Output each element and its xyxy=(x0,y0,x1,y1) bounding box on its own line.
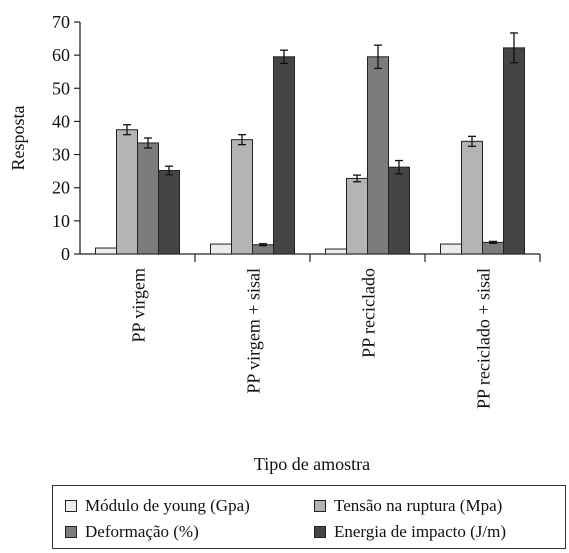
category-label: PP reciclado + sisal xyxy=(474,268,494,409)
y-tick-label: 50 xyxy=(52,78,70,98)
legend-item-deformacao: Deformação (%) xyxy=(65,522,199,542)
category-label: PP reciclado xyxy=(359,268,379,358)
legend-label-deformacao: Deformação (%) xyxy=(85,522,199,541)
legend: Módulo de young (Gpa) Tensão na ruptura … xyxy=(52,485,566,549)
legend-label-tensao: Tensão na ruptura (Mpa) xyxy=(334,496,503,515)
bar xyxy=(158,169,180,255)
y-axis-title: Resposta xyxy=(8,105,28,170)
bar xyxy=(367,56,389,255)
y-tick-label: 70 xyxy=(52,12,70,32)
bar xyxy=(346,177,368,255)
y-tick-label: 10 xyxy=(52,211,70,231)
bar xyxy=(461,140,483,255)
bar xyxy=(273,56,295,255)
bar xyxy=(231,139,253,255)
bar xyxy=(482,241,504,255)
bar xyxy=(210,243,232,255)
legend-item-energia: Energia de impacto (J/m) xyxy=(314,522,506,542)
category-label: PP virgem + sisal xyxy=(244,268,264,394)
bar-chart: Resposta Tipo de amostra 0 10 20 30 40 50 60 70… xyxy=(8,12,541,474)
bar xyxy=(388,166,410,255)
y-tick-label: 20 xyxy=(52,178,70,198)
legend-label-energia: Energia de impacto (J/m) xyxy=(334,522,506,541)
bar xyxy=(503,47,525,255)
legend-label-modulo: Módulo de young (Gpa) xyxy=(85,496,250,515)
legend-swatch-tensao xyxy=(314,500,326,512)
category-label: PP virgem xyxy=(129,268,149,343)
bar xyxy=(95,247,117,255)
x-axis-title: Tipo de amostra xyxy=(254,454,370,474)
bar xyxy=(137,142,159,255)
legend-swatch-deformacao xyxy=(65,526,77,538)
legend-swatch-modulo xyxy=(65,500,77,512)
y-tick-label: 30 xyxy=(52,145,70,165)
legend-item-tensao: Tensão na ruptura (Mpa) xyxy=(314,496,502,516)
bar xyxy=(116,129,138,255)
legend-swatch-energia xyxy=(314,526,326,538)
y-tick-label: 40 xyxy=(52,111,70,131)
bar xyxy=(325,248,347,255)
bar xyxy=(440,243,462,255)
y-tick-label: 60 xyxy=(52,45,70,65)
legend-item-modulo: Módulo de young (Gpa) xyxy=(65,496,250,516)
y-tick-label: 0 xyxy=(61,244,70,264)
